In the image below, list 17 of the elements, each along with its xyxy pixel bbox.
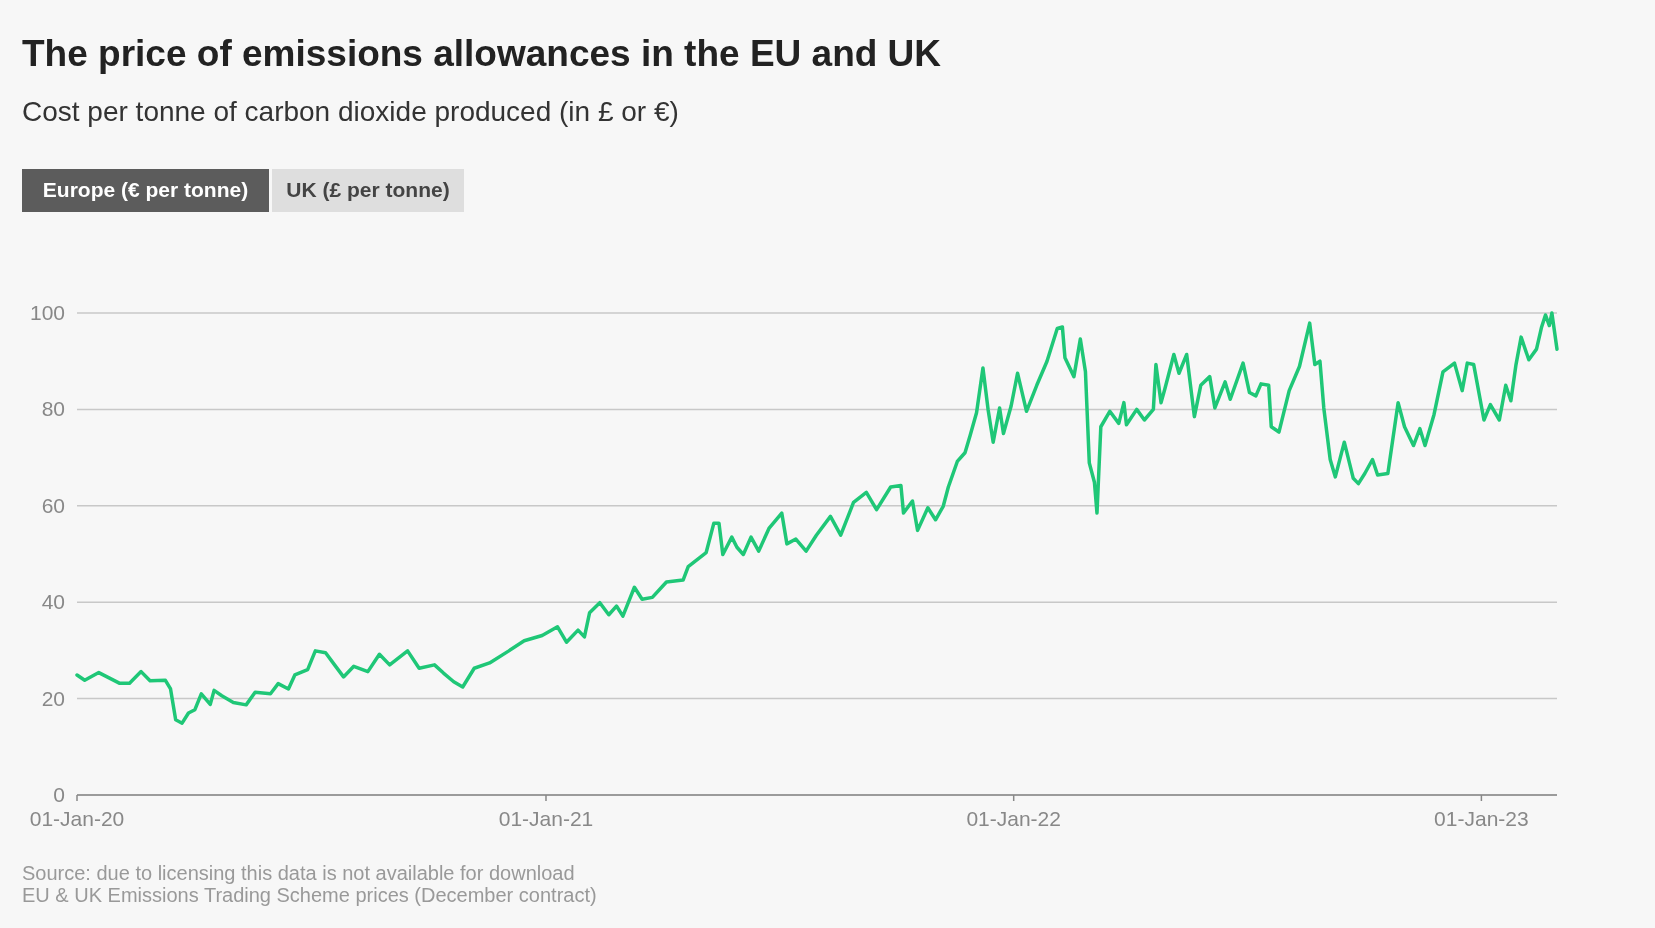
line-series [75,311,1559,725]
text: EU & UK Emissions Trading Scheme prices (December contract) [22,884,597,906]
x-tick-label: 01-Jan-22 [966,807,1061,830]
y-tick-label: 20 [41,686,65,710]
y-tick-label: 80 [41,397,65,421]
y-tick-label: 100 [29,301,65,324]
chart-subtitle: Cost per tonne of carbon dioxide produced (in £ or €) [22,96,679,127]
x-tick-label: 01-Jan-20 [29,807,125,830]
y-tick-label: 60 [41,493,65,517]
y-tick-label: 40 [41,590,65,614]
text: UK (£ per tonne) [286,178,450,201]
x-tick-label: 01-Jan-21 [498,807,594,830]
y-tick-label: 0 [53,783,65,806]
chart-title: The price of emissions allowances in the EU and UK [22,33,942,74]
text: Europe (€ per tonne) [42,178,249,201]
x-tick-label: 01-Jan-23 [1434,807,1529,830]
source-note: Source: due to licensing this data is not available for download [22,862,575,884]
